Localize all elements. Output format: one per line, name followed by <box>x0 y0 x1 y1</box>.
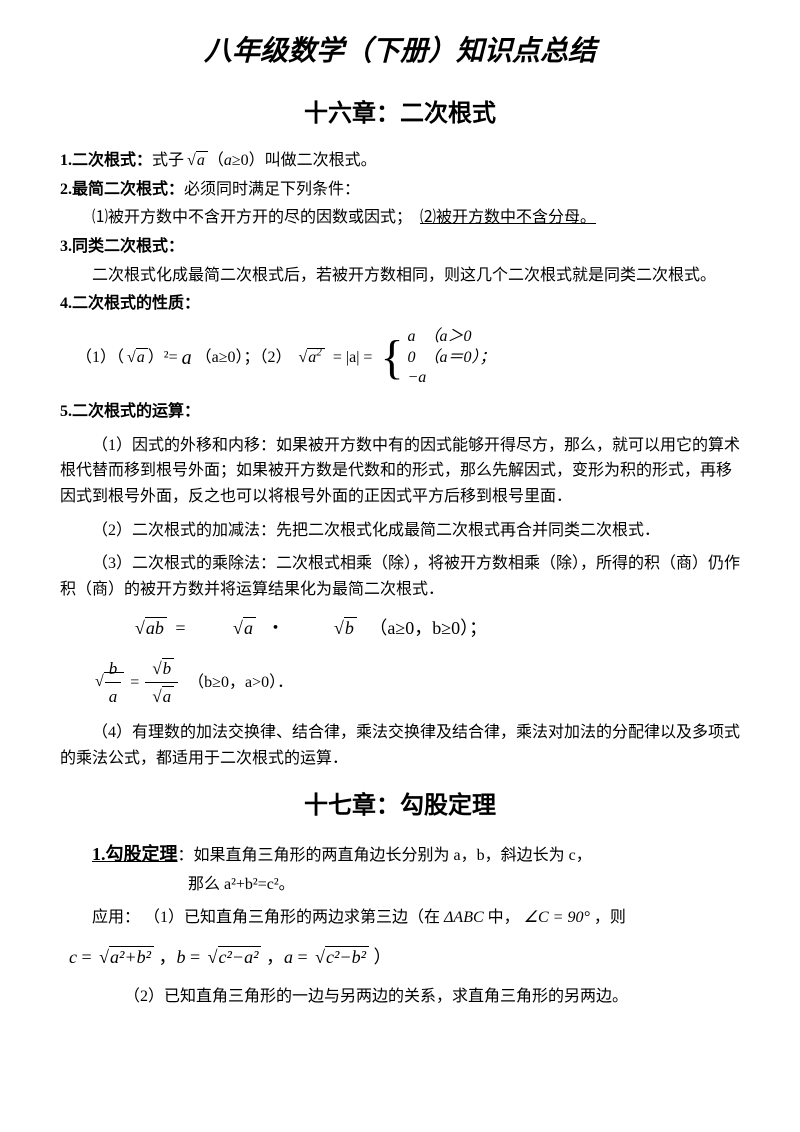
ch17-s1-label: 1.勾股定理 <box>92 844 178 864</box>
s5-p2: （2）二次根式的加减法：先把二次根式化成最简二次根式再合并同类二次根式． <box>60 518 740 544</box>
section-3-text: 二次根式化成最简二次根式后，若被开方数相同，则这几个二次根式就是同类二次根式。 <box>60 263 740 289</box>
app1-end: ，则 <box>594 909 626 926</box>
formula-mult: ab = a ・ b （a≥0，b≥0）； <box>60 614 740 643</box>
prop-1-result: a <box>182 342 192 374</box>
brace-icon: { <box>380 334 403 382</box>
cond-1: ⑴被开方数中不含开方开的尽的因数或因式； <box>92 209 404 226</box>
mult-ab: ab <box>145 617 167 638</box>
section-3-label: 3.同类二次根式： <box>60 238 184 255</box>
main-title: 八年级数学（下册）知识点总结 <box>60 30 740 75</box>
ch17-s1-text1: ：如果直角三角形的两直角边长分别为 a，b，斜边长为 c， <box>178 847 592 864</box>
section-4-label: 4.二次根式的性质： <box>60 295 200 312</box>
app1-angle: ∠C = 90° <box>524 909 590 926</box>
app-label: 应用： <box>92 909 140 926</box>
a-expr: c²−b² <box>325 946 369 967</box>
s5-p3: （3）二次根式的乘除法：二次根式相乘（除），将被开方数相乘（除），所得的积（商）… <box>60 551 740 602</box>
ch17-app2: （2）已知直角三角形的一边与另两边的关系，求直角三角形的另两边。 <box>60 984 740 1010</box>
section-2-conditions: ⑴被开方数中不含开方开的尽的因数或因式； ⑵被开方数中不含分母。 <box>60 205 740 231</box>
prop-1-right: （a≥0）；（2） <box>196 345 292 371</box>
section-5-label: 5.二次根式的运算： <box>60 403 200 420</box>
case-2: 0 （a＝0）； <box>408 348 496 369</box>
s5-p4: （4）有理数的加法交换律、结合律，乘法交换律及结合律，乘法对加法的分配律以及多项… <box>60 720 740 771</box>
cond-2: ⑵被开方数中不含分母。 <box>420 209 596 226</box>
app1-tri: ΔABC <box>444 909 484 926</box>
case-3: −a <box>408 368 496 389</box>
app1-mid: 中， <box>488 909 520 926</box>
div-cond: （b≥0，a>0）． <box>188 670 293 696</box>
s5-p1: （1）因式的外移和内移：如果被开方数中有的因式能够开得尽方，那么，就可以用它的算… <box>60 433 740 510</box>
section-5-label-line: 5.二次根式的运算： <box>60 399 740 425</box>
ch17-s1: 1.勾股定理：如果直角三角形的两直角边长分别为 a，b，斜边长为 c， <box>60 840 740 869</box>
b-expr: c²−a² <box>218 946 262 967</box>
section-1: 1.二次根式：式子a（a≥0）叫做二次根式。 <box>60 148 740 174</box>
mult-cond: （a≥0，b≥0）； <box>369 618 487 638</box>
section-2-label: 2.最简二次根式： <box>60 181 184 198</box>
prop-2-eq: = |a| = <box>333 345 373 371</box>
prop-1-mid: ）²= <box>148 345 178 371</box>
mult-b: b <box>344 617 357 638</box>
section-2: 2.最简二次根式：必须同时满足下列条件： <box>60 177 740 203</box>
section-4-label-line: 4.二次根式的性质： <box>60 291 740 317</box>
section-1-text: 式子a（a≥0）叫做二次根式。 <box>152 152 377 169</box>
ch17-formulas: c = a²+b² ，b = c²−a² ，a = c²−b² ） <box>69 943 740 972</box>
c-expr: a²+b² <box>109 946 154 967</box>
prop-1-left: （1）（ <box>76 345 124 371</box>
app1-pre: （1）已知直角三角形的两边求第三边（在 <box>144 909 440 926</box>
ch17-s1-text2: 那么 a²+b²=c²。 <box>60 872 740 898</box>
mult-a: a <box>243 617 256 638</box>
section-2-text: 必须同时满足下列条件： <box>184 181 360 198</box>
case-1: a （a＞0 <box>408 327 496 348</box>
formula-properties: （1）（ a ）²= a （a≥0）；（2） a2 = |a| = { a （a… <box>76 327 740 389</box>
chapter-17-title: 十七章：勾股定理 <box>60 787 740 825</box>
prop-1-a: a <box>136 348 148 366</box>
section-3-label-line: 3.同类二次根式： <box>60 234 740 260</box>
section-1-label: 1.二次根式： <box>60 152 152 169</box>
chapter-16-title: 十六章：二次根式 <box>60 95 740 133</box>
formula-div: ba = b a （b≥0，a>0）． <box>92 655 740 710</box>
ch17-app1: 应用： （1）已知直角三角形的两边求第三边（在 ΔABC 中， ∠C = 90°… <box>60 905 740 931</box>
